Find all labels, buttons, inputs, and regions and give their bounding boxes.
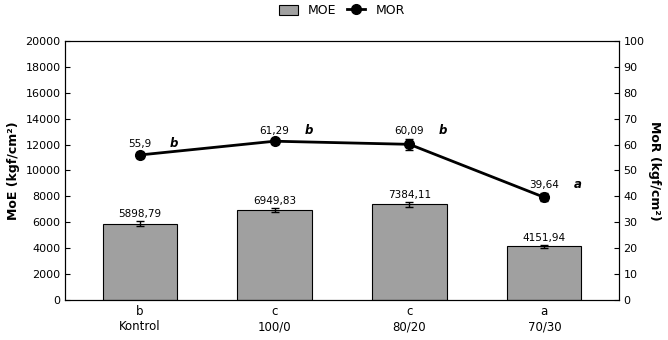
Text: 5898,79: 5898,79 bbox=[118, 209, 161, 219]
Text: 6949,83: 6949,83 bbox=[253, 196, 296, 206]
Text: 55,9: 55,9 bbox=[128, 139, 151, 149]
Bar bbox=[237, 210, 312, 300]
Bar bbox=[103, 224, 177, 300]
Y-axis label: MoE (kgf/cm²): MoE (kgf/cm²) bbox=[7, 121, 20, 220]
Text: a: a bbox=[574, 178, 582, 191]
Bar bbox=[372, 204, 446, 300]
Text: 4151,94: 4151,94 bbox=[523, 233, 566, 243]
Text: b: b bbox=[304, 123, 313, 137]
Text: b: b bbox=[170, 137, 178, 150]
Legend: MOE, MOR: MOE, MOR bbox=[276, 0, 408, 21]
Bar bbox=[507, 246, 581, 300]
Text: 61,29: 61,29 bbox=[260, 125, 289, 136]
Text: b: b bbox=[439, 124, 448, 137]
Text: 60,09: 60,09 bbox=[395, 126, 424, 136]
Text: 7384,11: 7384,11 bbox=[388, 190, 431, 200]
Text: 39,64: 39,64 bbox=[530, 180, 559, 190]
Y-axis label: MoR (kgf/cm²): MoR (kgf/cm²) bbox=[648, 121, 661, 220]
